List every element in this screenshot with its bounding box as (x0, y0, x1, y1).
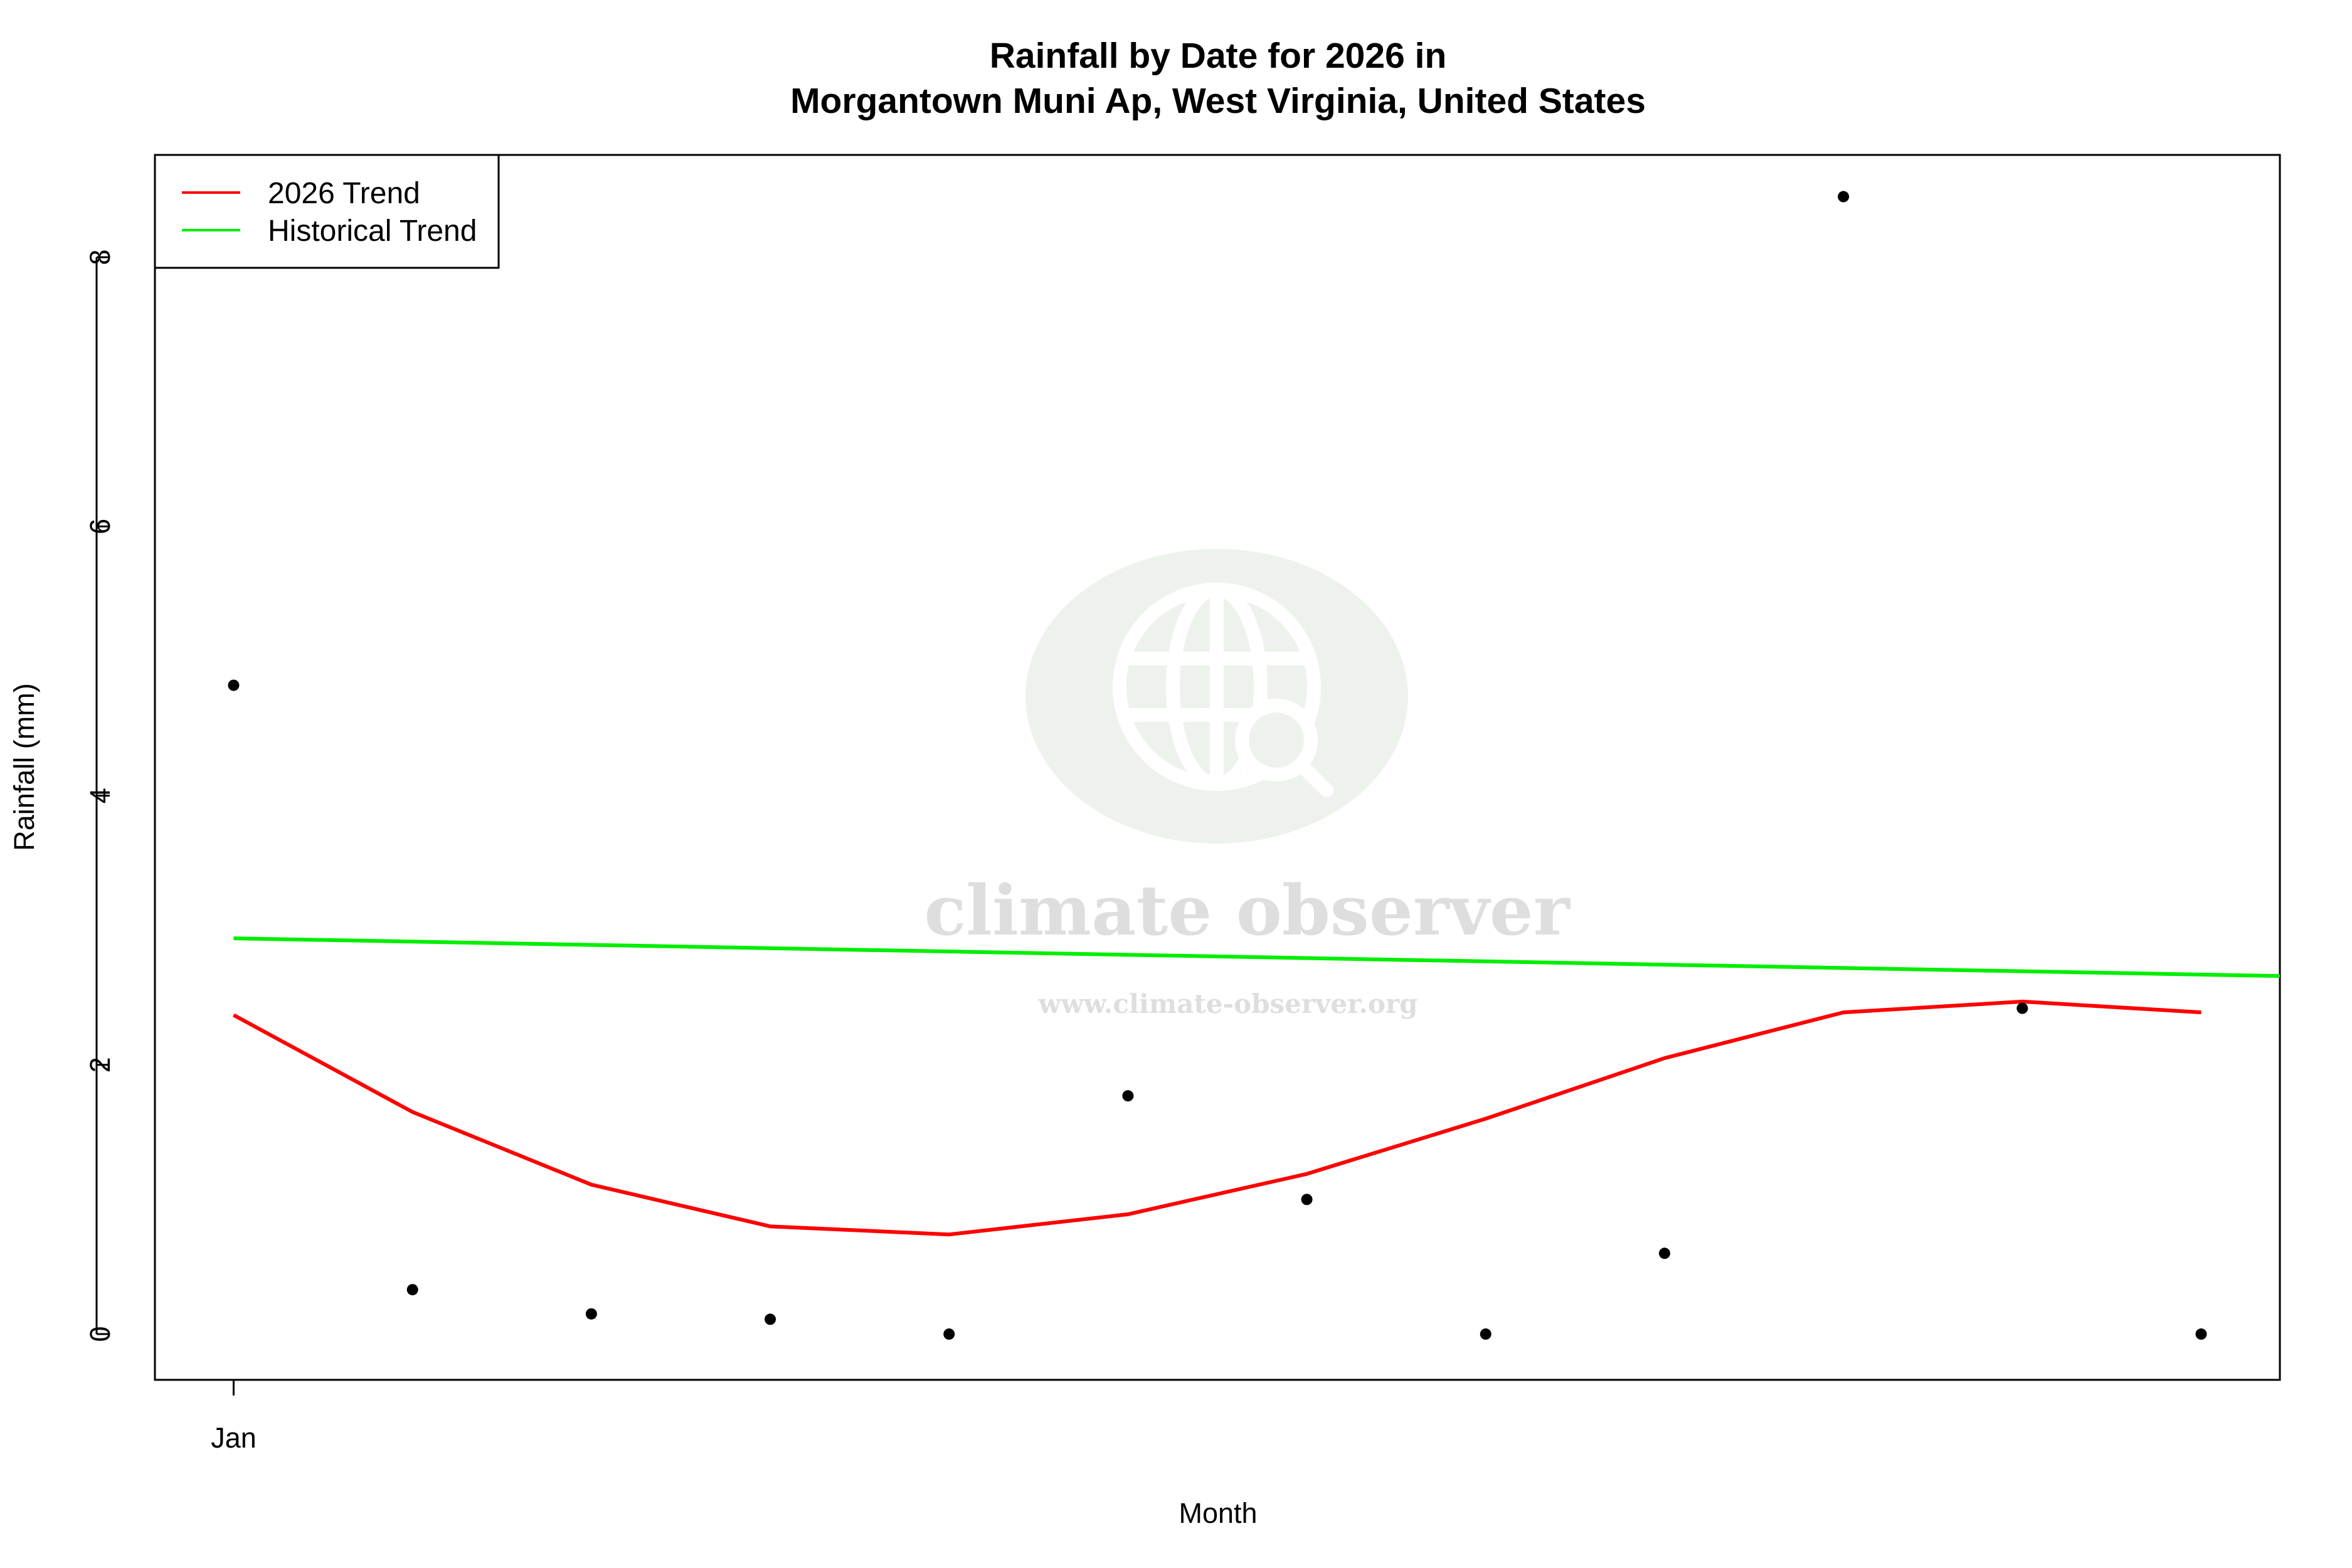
data-point-3 (585, 1308, 597, 1320)
data-point-9 (1658, 1248, 1670, 1259)
points-layer (228, 191, 2207, 1340)
y-axis-label: Rainfall (mm) (8, 683, 40, 851)
series-layer (233, 936, 2280, 1237)
data-point-8 (1480, 1328, 1491, 1340)
watermark-brand: climate observer (924, 870, 1571, 951)
y-axis: 0 2 4 6 8 (84, 250, 116, 1342)
y-tick-label-6: 6 (84, 519, 116, 534)
legend: 2026 Trend Historical Trend (154, 154, 500, 269)
x-tick-label-jan: Jan (211, 1422, 257, 1454)
legend-box (154, 154, 500, 269)
series-line-2026-trend (233, 999, 2201, 1237)
y-tick-label-4: 4 (84, 788, 116, 803)
watermark: climate observer www.climate-observer.or… (924, 549, 1571, 1019)
watermark-url: www.climate-observer.org (1038, 988, 1418, 1019)
data-point-12 (2195, 1328, 2207, 1340)
data-point-7 (1301, 1194, 1313, 1205)
globe-search-icon (1113, 583, 1333, 797)
y-tick-label-8: 8 (84, 250, 116, 265)
data-point-1 (228, 679, 240, 691)
data-point-4 (765, 1313, 776, 1325)
chart-title: Rainfall by Date for 2026 in (990, 36, 1447, 76)
y-tick-label-0: 0 (84, 1327, 116, 1342)
y-tick-label-2: 2 (84, 1057, 116, 1073)
series-line-historical-trend (233, 936, 2280, 978)
data-point-11 (2016, 1002, 2028, 1014)
data-point-6 (1122, 1090, 1134, 1102)
data-point-2 (406, 1284, 418, 1296)
x-axis-label: Month (1179, 1497, 1257, 1529)
chart-subtitle: Morgantown Muni Ap, West Virginia, Unite… (790, 81, 1646, 121)
x-axis: Jan (211, 1380, 257, 1454)
legend-label-historical-trend: Historical Trend (268, 215, 477, 248)
data-point-10 (1838, 191, 1850, 203)
legend-label-2026-trend: 2026 Trend (268, 177, 420, 210)
plot-frame (154, 154, 2281, 1381)
data-point-5 (943, 1328, 955, 1340)
